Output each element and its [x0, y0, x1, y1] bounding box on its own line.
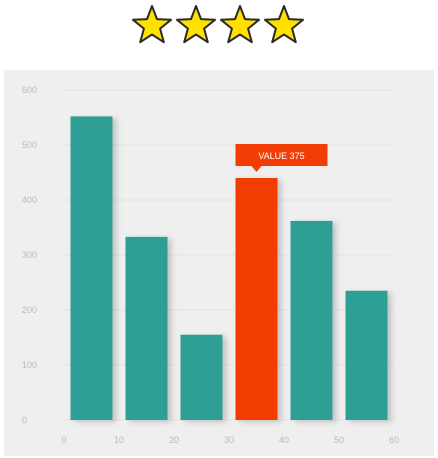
bar[interactable] [290, 220, 333, 420]
bar[interactable] [70, 116, 113, 421]
y-tick-label: 300 [22, 250, 37, 260]
bar-highlighted[interactable] [235, 178, 278, 420]
x-tick-label: 50 [334, 435, 344, 445]
x-tick-label: 20 [169, 435, 179, 445]
chart-panel: 0 100 200 300 400 500 600 0 10 20 30 40 50 60 VALUE 37… [4, 70, 434, 456]
bar[interactable] [125, 236, 168, 420]
star-icon [220, 5, 260, 44]
y-tick-label: 500 [22, 140, 37, 150]
value-tooltip: VALUE 375 [235, 144, 328, 172]
x-tick-label: 40 [279, 435, 289, 445]
star-icon [264, 5, 304, 44]
y-tick-label: 400 [22, 195, 37, 205]
x-tick-label: 60 [389, 435, 399, 445]
x-tick-label: 10 [114, 435, 124, 445]
bar[interactable] [345, 290, 388, 420]
star-icon [176, 5, 216, 44]
tooltip-box [235, 144, 328, 166]
x-tick-label: 0 [61, 435, 66, 445]
tooltip-pointer [251, 166, 262, 172]
star-icon [132, 5, 172, 44]
y-tick-label: 100 [22, 360, 37, 370]
x-tick-label: 30 [224, 435, 234, 445]
bar[interactable] [180, 334, 223, 420]
tooltip-label: VALUE 375 [258, 151, 304, 161]
y-tick-label: 600 [22, 85, 37, 95]
y-tick-label: 200 [22, 305, 37, 315]
bar-chart: 0 100 200 300 400 500 600 0 10 20 30 40 50 60 VALUE 37… [22, 85, 399, 445]
y-tick-label: 0 [22, 415, 27, 425]
star-rating [132, 5, 304, 44]
